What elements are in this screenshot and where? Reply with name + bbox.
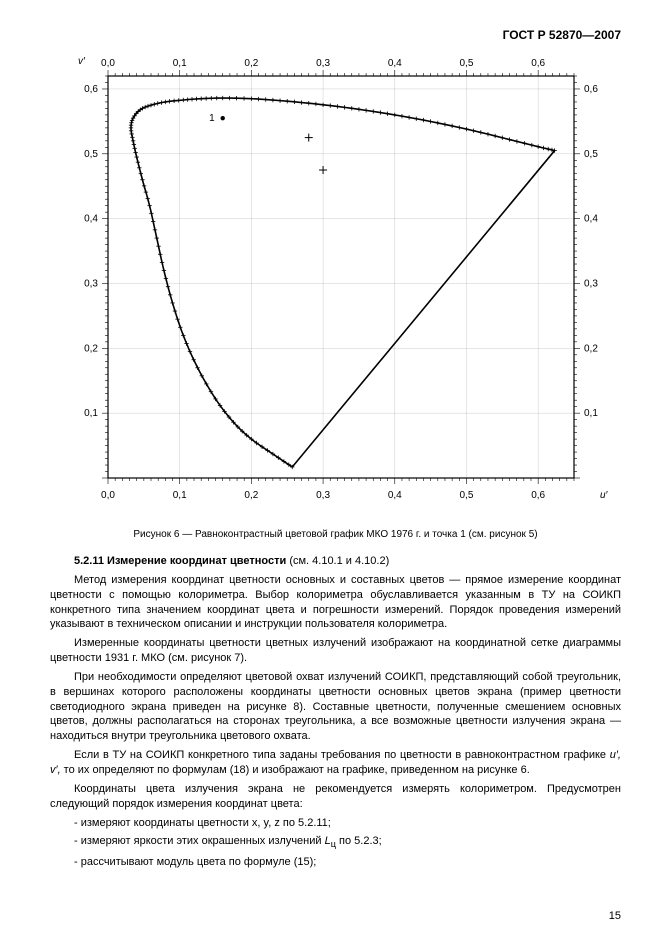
- svg-text:0,3: 0,3: [316, 490, 330, 501]
- svg-text:0,5: 0,5: [84, 149, 98, 160]
- svg-text:0,1: 0,1: [172, 58, 186, 69]
- svg-text:0,1: 0,1: [84, 408, 98, 419]
- svg-text:0,5: 0,5: [459, 490, 473, 501]
- paragraph: Если в ТУ на СОИКП конкретного типа зада…: [50, 748, 621, 778]
- svg-text:0,1: 0,1: [172, 490, 186, 501]
- svg-text:0,4: 0,4: [84, 214, 98, 225]
- list-item: - измеряют координаты цветности x, y, z …: [50, 816, 621, 831]
- svg-text:0,3: 0,3: [84, 278, 98, 289]
- svg-text:0,6: 0,6: [531, 490, 545, 501]
- svg-text:u′: u′: [600, 490, 609, 501]
- paragraph: Координаты цвета излучения экрана не рек…: [50, 782, 621, 812]
- document-id: ГОСТ Р 52870—2007: [50, 28, 621, 42]
- page-number: 15: [609, 910, 621, 922]
- paragraph: Измеренные координаты цветности цветных …: [50, 636, 621, 666]
- svg-text:0,0: 0,0: [101, 490, 115, 501]
- body-text: 5.2.11 Измерение координат цветности (см…: [50, 554, 621, 870]
- section-ref: (см. 4.10.1 и 4.10.2): [289, 555, 389, 567]
- svg-text:0,4: 0,4: [584, 214, 598, 225]
- list-item: - рассчитывают модуль цвета по формуле (…: [50, 855, 621, 870]
- list-item: - измеряют яркости этих окрашенных излуч…: [50, 834, 621, 851]
- chromaticity-chart: 0,0 0,0 0,1 0,1 0,2 0,2 0,3 0,3 0,4 0,4 0,5 0,5 0,6 0…: [56, 48, 616, 523]
- paragraph: Метод измерения координат цветности осно…: [50, 573, 621, 632]
- svg-text:0,4: 0,4: [387, 58, 401, 69]
- section-heading: Измерение координат цветности: [107, 555, 286, 567]
- svg-text:0,2: 0,2: [244, 490, 258, 501]
- svg-text:0,3: 0,3: [316, 58, 330, 69]
- paragraph: При необходимости определяют цветовой ох…: [50, 670, 621, 744]
- svg-text:0,4: 0,4: [387, 490, 401, 501]
- svg-text:0,2: 0,2: [84, 343, 98, 354]
- svg-text:0,2: 0,2: [244, 58, 258, 69]
- svg-text:0,0: 0,0: [101, 58, 115, 69]
- section-number: 5.2.11: [74, 555, 104, 567]
- figure-caption: Рисунок 6 — Равноконтрастный цветовой гр…: [50, 529, 621, 540]
- svg-text:0,5: 0,5: [584, 149, 598, 160]
- svg-text:0,6: 0,6: [531, 58, 545, 69]
- svg-text:0,1: 0,1: [584, 408, 598, 419]
- svg-text:1: 1: [209, 113, 215, 124]
- svg-text:0,2: 0,2: [584, 343, 598, 354]
- svg-text:0,5: 0,5: [459, 58, 473, 69]
- svg-text:0,6: 0,6: [584, 84, 598, 95]
- svg-text:v′: v′: [78, 56, 86, 67]
- svg-text:0,6: 0,6: [84, 84, 98, 95]
- svg-text:0,3: 0,3: [584, 278, 598, 289]
